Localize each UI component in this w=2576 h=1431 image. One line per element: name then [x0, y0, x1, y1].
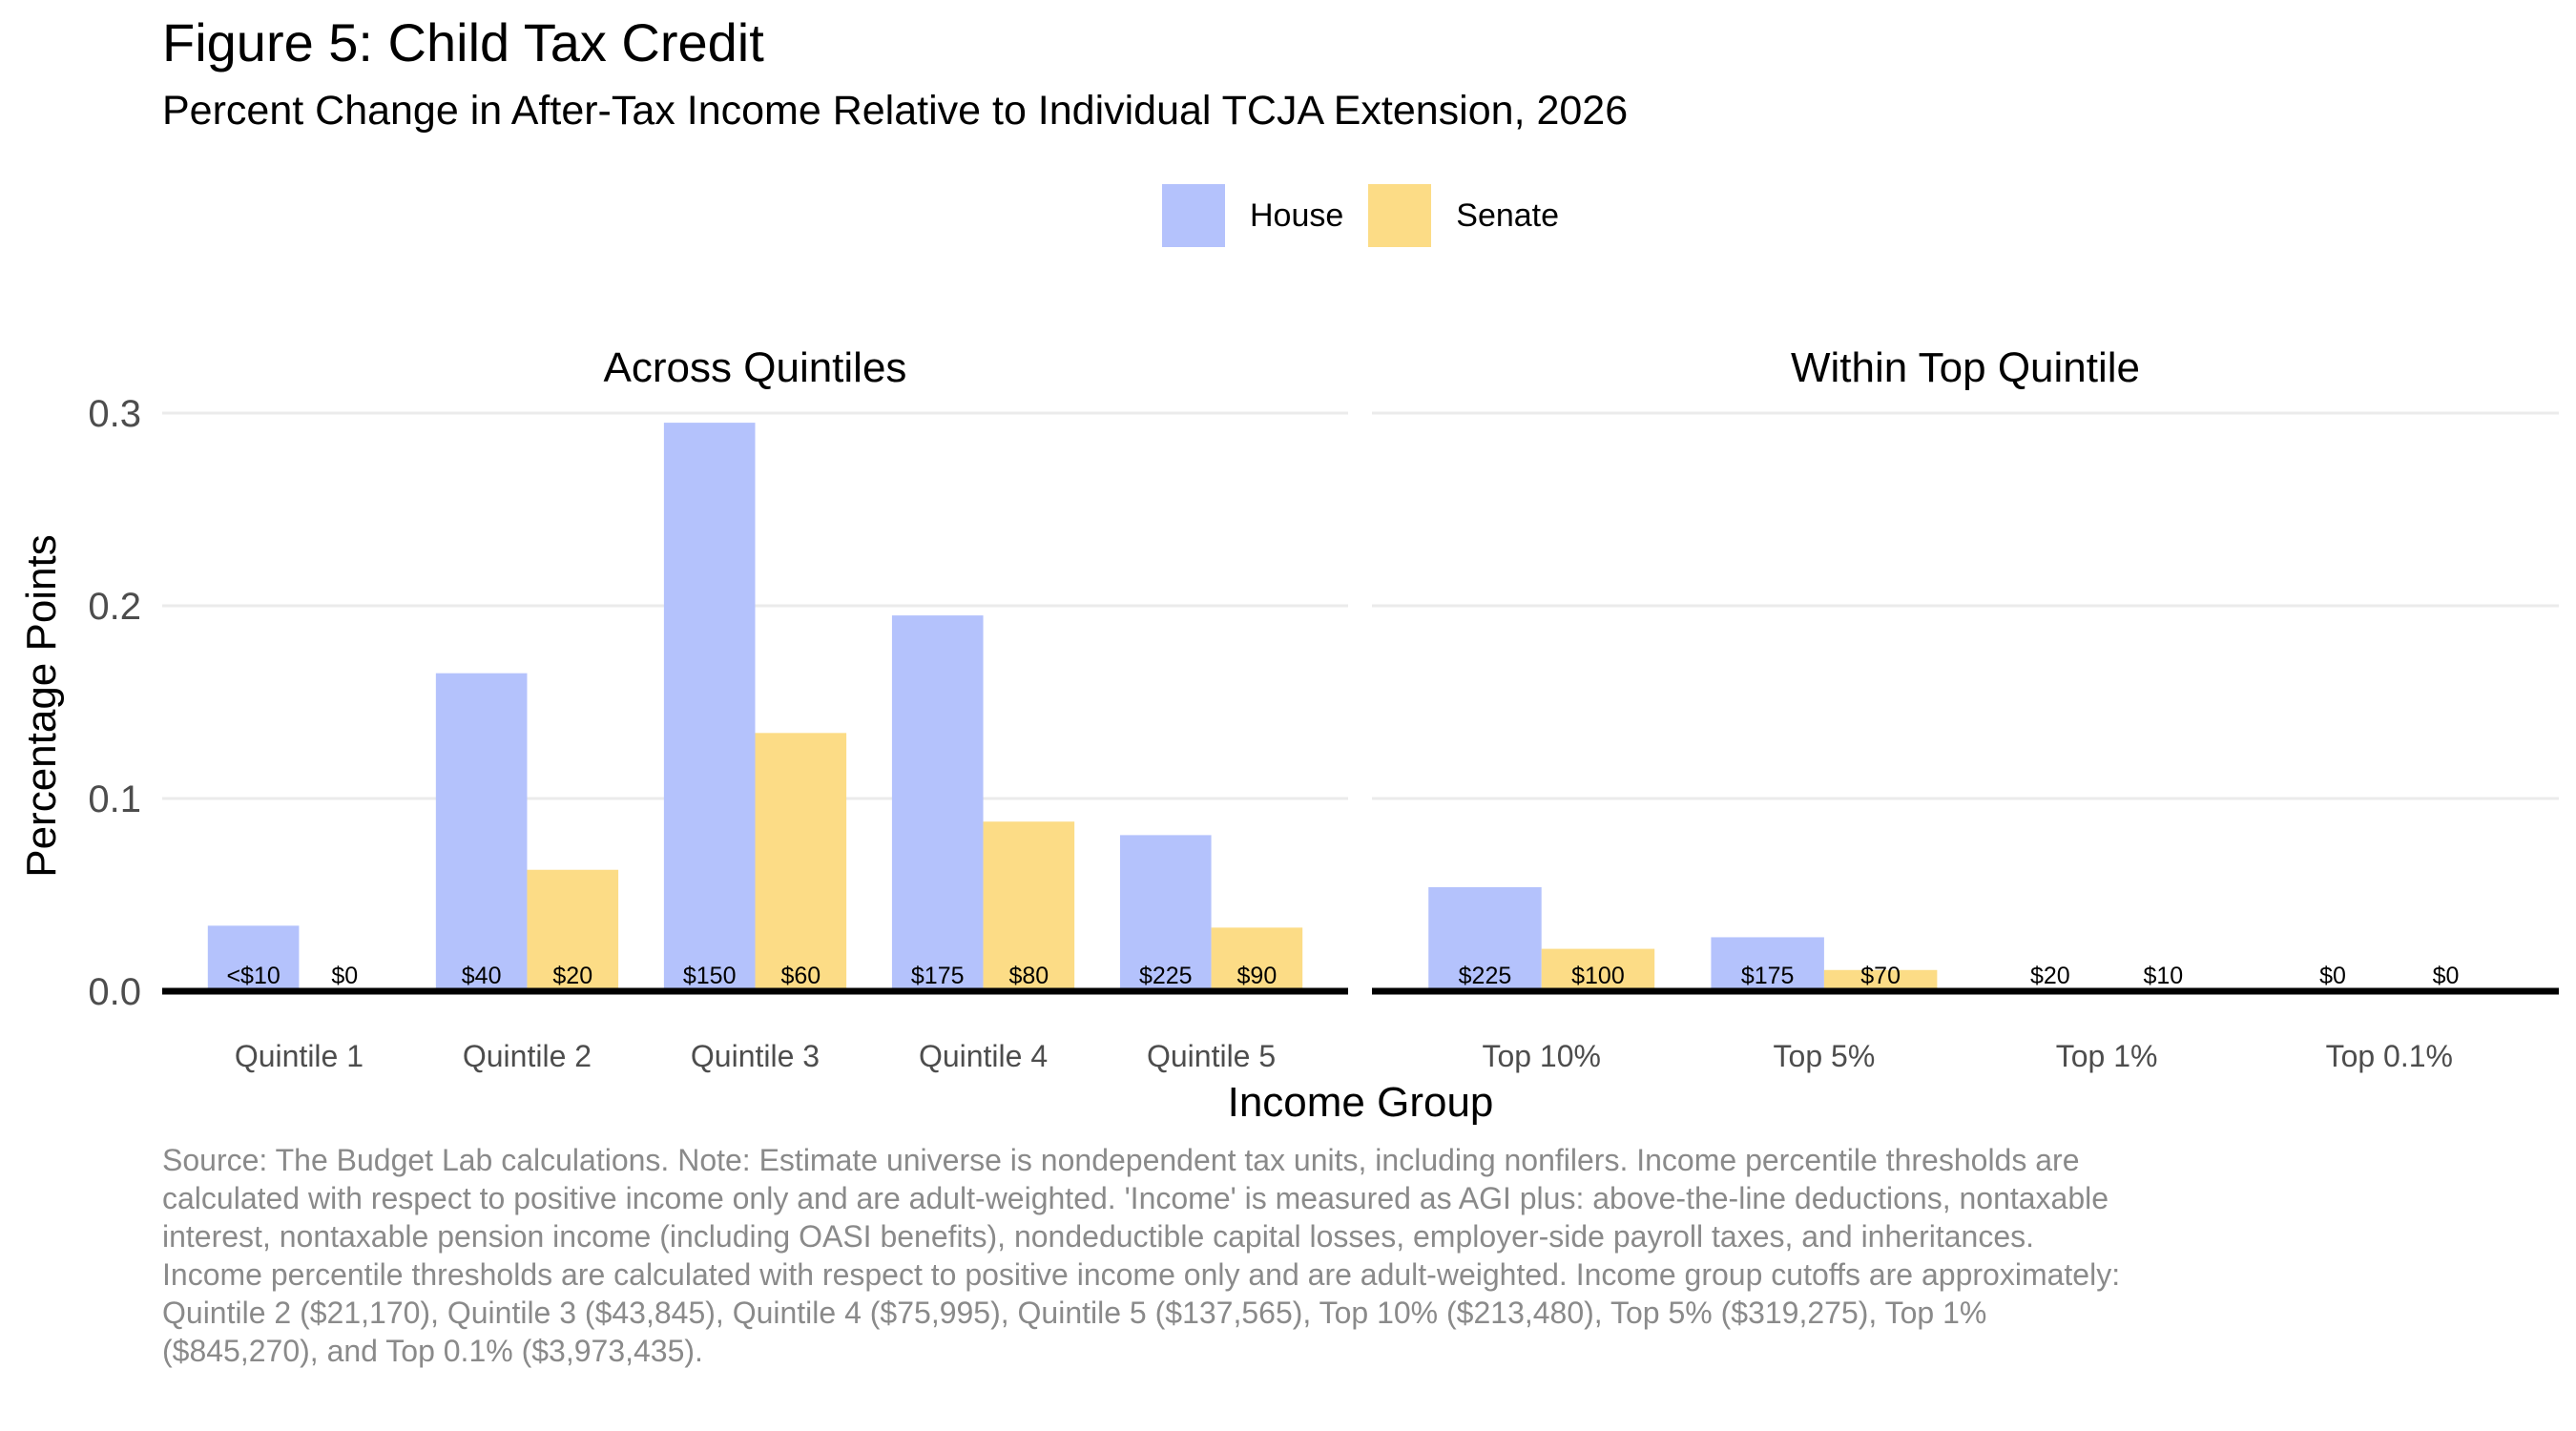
bar-senate: [755, 733, 847, 991]
y-tick-label: 0.2: [88, 586, 141, 628]
data-label: $70: [1860, 963, 1901, 989]
bar-house: [891, 615, 984, 991]
bar-senate: [527, 869, 619, 991]
x-axis-title: Income Group: [1228, 1079, 1494, 1126]
bar-house: [207, 925, 300, 991]
data-label: $40: [462, 963, 502, 989]
data-label: $60: [780, 963, 821, 989]
data-label: <$10: [226, 963, 280, 989]
data-label: $150: [683, 963, 737, 989]
data-label: $100: [1571, 963, 1625, 989]
y-axis-title: Percentage Points: [18, 534, 65, 878]
bar-senate: [1541, 948, 1655, 991]
x-tick-label: Quintile 3: [691, 1039, 820, 1073]
data-label: $225: [1139, 963, 1193, 989]
legend-item-house: House: [1162, 184, 1343, 247]
x-tick-label: Quintile 1: [235, 1039, 364, 1073]
x-tick-label: Top 0.1%: [2326, 1039, 2453, 1073]
data-label: $175: [1741, 963, 1795, 989]
legend-swatch-house: [1162, 184, 1225, 247]
x-tick-label: Quintile 2: [463, 1039, 592, 1073]
data-label: $20: [2030, 963, 2070, 989]
y-tick-label: 0.0: [88, 971, 141, 1013]
bar-house: [663, 423, 756, 992]
legend-label-senate: Senate: [1456, 197, 1560, 234]
data-label: $225: [1459, 963, 1512, 989]
y-tick-label: 0.1: [88, 778, 141, 820]
bar-house: [1119, 835, 1212, 991]
data-label: $175: [911, 963, 965, 989]
bar-senate: [1211, 927, 1303, 991]
legend: House Senate: [1162, 183, 1584, 248]
data-label: $0: [2433, 963, 2460, 989]
bar-house: [1711, 937, 1824, 991]
x-tick-label: Quintile 5: [1147, 1039, 1276, 1073]
x-tick-label: Top 5%: [1774, 1039, 1876, 1073]
x-tick-label: Quintile 4: [919, 1039, 1048, 1073]
chart-title: Figure 5: Child Tax Credit: [162, 12, 764, 73]
facet-title: Across Quintiles: [604, 344, 907, 391]
facet-title: Within Top Quintile: [1791, 344, 2140, 391]
data-label: $90: [1237, 963, 1278, 989]
bar-house: [435, 673, 528, 991]
x-tick-label: Top 10%: [1482, 1039, 1601, 1073]
legend-label-house: House: [1250, 197, 1344, 234]
data-label: $80: [1008, 963, 1049, 989]
bar-senate: [1823, 969, 1938, 991]
source-note: Source: The Budget Lab calculations. Not…: [162, 1143, 2121, 1368]
bar-chart: 0.0 0.1 0.2 0.3 Across Quintiles Quintile 1 <$…: [18, 344, 2559, 1126]
data-label: $10: [2143, 963, 2183, 989]
data-label: $20: [552, 963, 592, 989]
x-tick-label: Top 1%: [2056, 1039, 2158, 1073]
bar-senate: [983, 821, 1075, 991]
data-label: $0: [2319, 963, 2346, 989]
data-label: $0: [331, 963, 358, 989]
y-tick-label: 0.3: [88, 393, 141, 435]
legend-swatch-senate: [1368, 184, 1432, 247]
chart-subtitle: Percent Change in After-Tax Income Relat…: [162, 88, 1629, 134]
legend-item-senate: Senate: [1368, 184, 1559, 247]
bar-house: [1428, 886, 1542, 991]
